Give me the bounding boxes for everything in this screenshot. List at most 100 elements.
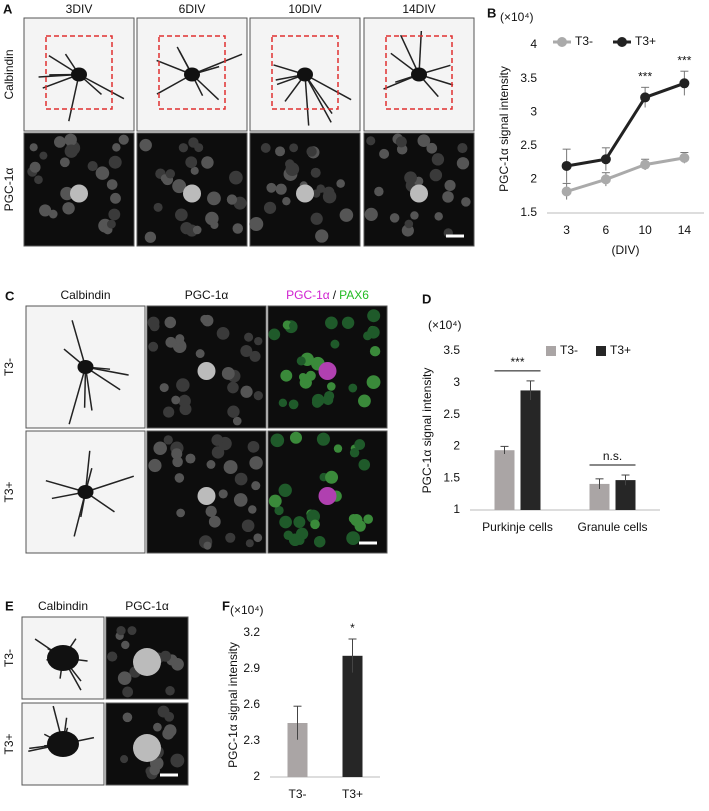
cell [178,395,191,408]
y-tick-label: 1.5 [520,205,537,219]
cell [254,337,262,345]
cell [235,473,248,486]
cell [176,509,185,518]
cell [461,197,470,206]
row-label: T3- [2,358,16,376]
cell [430,169,442,181]
cell [246,539,254,547]
cell [165,337,176,348]
cell [109,156,122,169]
soma [47,731,79,757]
cell [175,334,184,343]
cell [212,446,225,459]
legend-swatch [546,346,556,356]
legend-marker [617,37,627,47]
cell [289,143,298,152]
cell [227,406,239,418]
cell [148,317,160,329]
cell [234,493,248,507]
bar [521,390,541,510]
column-label: PGC-1α [185,288,229,302]
annotation: * [350,621,355,635]
cell [244,333,253,342]
cell [366,136,375,145]
cell [30,143,38,151]
cell [275,146,285,156]
column-label: 3DIV [66,2,93,16]
cell [233,223,243,233]
cell [284,531,293,540]
soma [78,485,94,499]
cell [229,171,243,185]
point [601,174,611,184]
column-label: 6DIV [179,2,206,16]
cell [180,222,192,234]
panel-letter: B [487,5,496,20]
cell [280,370,292,382]
cell [179,143,188,152]
cell [316,184,325,193]
cell [358,459,370,471]
cell [175,208,188,221]
cell [34,175,43,184]
cell [148,459,161,472]
cell [325,471,338,484]
cell [196,349,205,358]
cell [112,143,120,151]
y-tick-label: 2 [453,439,460,453]
cell [107,220,116,229]
y-tick-label: 3.5 [443,343,460,357]
cell [405,220,414,229]
cell [164,435,173,444]
target-cell [198,487,216,505]
target-cell [410,185,428,203]
row-label: T3+ [2,733,16,754]
target-cell [183,185,201,203]
point [601,154,611,164]
cell [211,434,223,446]
cell [122,687,133,698]
cell [176,378,190,392]
cell [317,433,330,446]
cell [242,519,255,532]
cell [153,441,167,455]
label-part: PGC-1α [286,288,330,302]
cell [227,382,239,394]
point [679,78,689,88]
cell [107,651,117,661]
target-cell [70,185,88,203]
cell [222,367,235,380]
cell [200,315,209,324]
y-tick-label: 3.2 [243,625,260,639]
cell [123,712,133,722]
cell [248,441,260,453]
panel-letter: F [222,598,230,613]
cell [442,191,454,203]
cell [426,143,437,154]
cell [65,144,78,157]
y-axis-label: PGC-1α signal intensity [497,66,511,192]
cell [310,520,320,530]
cell [358,395,371,408]
x-axis-label: (DIV) [612,243,640,257]
legend-label: T3+ [610,343,631,357]
cell [116,626,125,635]
cell [145,232,156,243]
unit-label: (×10⁴) [230,603,264,617]
cell [271,434,285,448]
cell [379,149,389,159]
column-label: 10DIV [288,2,321,16]
x-tick-label: Purkinje cells [482,520,553,534]
cell [445,180,456,191]
cell [194,143,203,152]
cell [276,184,287,195]
cell [254,391,263,400]
cell [163,406,174,417]
cell [457,157,469,169]
cell [165,686,174,695]
cell [128,626,137,635]
cell [330,340,339,349]
cell [39,152,47,160]
y-axis-label: PGC-1α signal intensity [226,642,240,768]
cell [285,162,299,176]
